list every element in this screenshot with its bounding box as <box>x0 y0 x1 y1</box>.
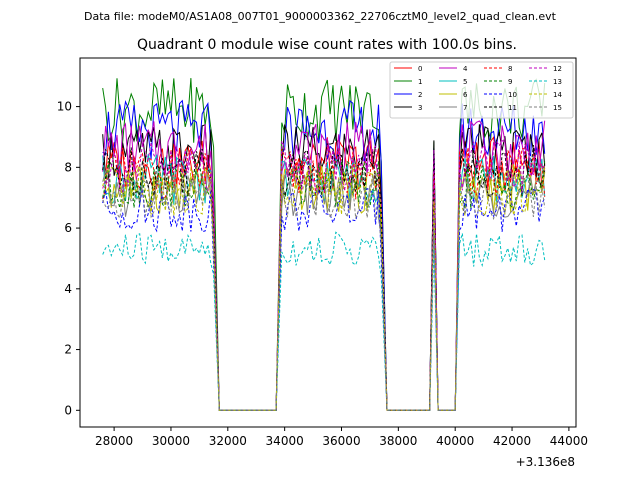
suptitle: Data file: modeM0/AS1A08_007T01_90000033… <box>84 10 557 23</box>
series-line-15 <box>102 175 546 411</box>
legend-label: 12 <box>553 65 562 73</box>
y-tick-label: 6 <box>64 221 72 235</box>
legend-box <box>389 61 574 119</box>
x-tick-label: 44000 <box>550 434 588 448</box>
x-offset-label: +3.136e8 <box>516 455 575 469</box>
legend-label: 2 <box>418 91 422 99</box>
series-line-2 <box>102 99 546 411</box>
x-tick-label: 32000 <box>209 434 247 448</box>
y-tick-label: 4 <box>64 282 72 296</box>
x-tick-label: 30000 <box>152 434 190 448</box>
series-line-12 <box>102 139 546 411</box>
legend-label: 11 <box>508 104 517 112</box>
series-line-13 <box>102 231 546 411</box>
legend-label: 5 <box>463 78 467 86</box>
legend-label: 8 <box>508 65 512 73</box>
legend-label: 13 <box>553 78 562 86</box>
x-tick-label: 42000 <box>493 434 531 448</box>
legend-label: 7 <box>463 104 467 112</box>
legend-label: 4 <box>463 65 468 73</box>
legend-label: 14 <box>553 91 562 99</box>
series-line-9 <box>102 160 546 411</box>
x-tick-label: 40000 <box>436 434 474 448</box>
y-tick-label: 0 <box>64 403 72 417</box>
series-lines <box>102 78 546 411</box>
y-tick-label: 10 <box>57 100 72 114</box>
x-tick-label: 34000 <box>266 434 304 448</box>
x-tick-label: 28000 <box>95 434 133 448</box>
y-tick-label: 8 <box>64 160 72 174</box>
series-line-1 <box>102 78 546 411</box>
legend-label: 15 <box>553 104 562 112</box>
y-axis: 0 2 4 6 8 10 <box>57 100 80 417</box>
chart-title: Quadrant 0 module wise count rates with … <box>137 37 517 53</box>
series-line-14 <box>102 165 546 411</box>
legend-label: 9 <box>508 78 512 86</box>
legend-label: 6 <box>463 91 468 99</box>
x-axis: 28000 30000 32000 34000 36000 38000 40000 42000… <box>95 427 588 448</box>
plot-frame <box>79 57 577 428</box>
legend-label: 0 <box>418 65 422 73</box>
legend-label: 1 <box>418 78 422 86</box>
x-tick-label: 38000 <box>379 434 417 448</box>
legend-label: 10 <box>508 91 517 99</box>
legend-label: 3 <box>418 104 422 112</box>
series-line-6 <box>102 163 546 411</box>
x-tick-label: 36000 <box>322 434 360 448</box>
series-line-10 <box>102 187 546 411</box>
y-tick-label: 2 <box>64 343 72 357</box>
